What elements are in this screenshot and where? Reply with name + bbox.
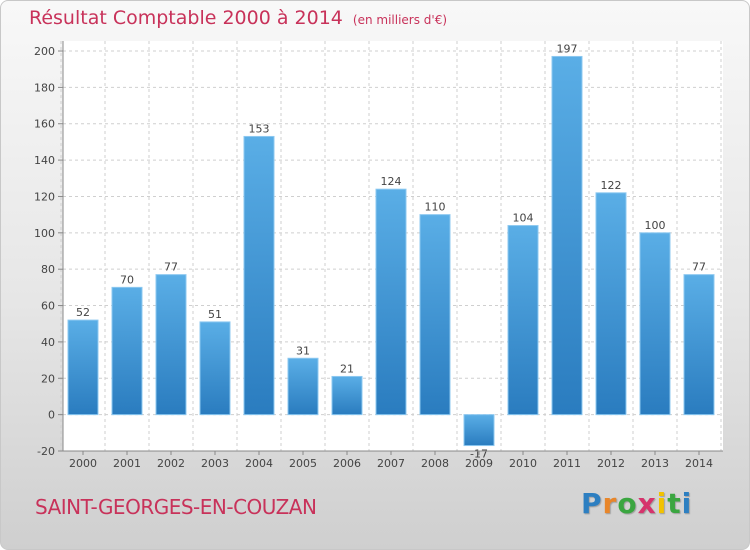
- data-label: 197: [557, 42, 578, 55]
- data-label: 153: [249, 122, 270, 135]
- x-tick-label: 2004: [245, 457, 273, 470]
- x-tick-label: 2013: [641, 457, 669, 470]
- bar-2012: [595, 192, 627, 416]
- x-tick-label: 2000: [69, 457, 97, 470]
- bar-2014: [683, 274, 715, 416]
- logo-letter: P: [581, 487, 603, 520]
- x-tick-label: 2007: [377, 457, 405, 470]
- y-tick-label: 40: [41, 336, 55, 349]
- bar-2001: [111, 286, 143, 416]
- x-tick-label: 2012: [597, 457, 625, 470]
- x-tick-label: 2011: [553, 457, 581, 470]
- bar-2002: [155, 274, 187, 416]
- y-tick-label: 120: [34, 190, 55, 203]
- x-tick-label: 2006: [333, 457, 361, 470]
- bar-2007: [375, 188, 407, 416]
- title-block: Résultat Comptable 2000 à 2014 (en millie…: [29, 7, 447, 29]
- proxiti-logo: Proxiti: [581, 487, 692, 520]
- y-tick-label: 100: [34, 227, 55, 240]
- bar-2005: [287, 357, 319, 416]
- data-label: 51: [208, 308, 222, 321]
- x-tick-label: 2008: [421, 457, 449, 470]
- y-tick-label: 140: [34, 154, 55, 167]
- data-label: 104: [513, 212, 534, 225]
- municipality-name: SAINT-GEORGES-EN-COUZAN: [35, 495, 317, 519]
- logo-letter: x: [637, 487, 657, 520]
- x-tick-label: 2014: [685, 457, 713, 470]
- bar-2000: [67, 319, 99, 416]
- data-label: 31: [296, 344, 310, 357]
- data-label: 21: [340, 362, 354, 375]
- data-label: 77: [164, 261, 178, 274]
- bar-2006: [331, 375, 363, 416]
- x-tick-label: 2009: [465, 457, 493, 470]
- logo-letter: i: [681, 487, 693, 520]
- y-tick-label: 60: [41, 300, 55, 313]
- y-tick-label: -20: [37, 445, 55, 458]
- bar-2008: [419, 214, 451, 416]
- logo-letter: o: [617, 487, 638, 520]
- y-tick-label: 20: [41, 372, 55, 385]
- bar-2011: [551, 55, 583, 416]
- x-tick-label: 2003: [201, 457, 229, 470]
- chart-title: Résultat Comptable 2000 à 2014: [29, 7, 343, 29]
- bar-2003: [199, 321, 231, 416]
- x-tick-label: 2005: [289, 457, 317, 470]
- bars-layer: [67, 55, 715, 447]
- bar-2010: [507, 225, 539, 416]
- data-label: 100: [645, 219, 666, 232]
- data-label: 52: [76, 306, 90, 319]
- x-tick-label: 2001: [113, 457, 141, 470]
- data-label: 70: [120, 273, 134, 286]
- bar-2009: [463, 414, 495, 447]
- logo-letter: i: [656, 487, 668, 520]
- bar-2013: [639, 232, 671, 416]
- bar-2004: [243, 135, 275, 416]
- data-label: 77: [692, 261, 706, 274]
- data-label: 110: [425, 201, 446, 214]
- y-tick-label: 200: [34, 45, 55, 58]
- logo-letter: r: [602, 487, 618, 520]
- data-label: 124: [381, 175, 402, 188]
- y-tick-label: 0: [48, 409, 55, 422]
- y-tick-label: 180: [34, 81, 55, 94]
- y-tick-label: 160: [34, 118, 55, 131]
- y-tick-label: 80: [41, 263, 55, 276]
- logo-letter: t: [667, 487, 682, 520]
- axis-layer: -20 0 20 40 60 80 100 120 140 160 180 200 2000 2001 20…: [34, 41, 723, 470]
- data-label: 122: [601, 179, 622, 192]
- chart-subtitle: (en milliers d'€): [352, 13, 448, 27]
- x-tick-label: 2010: [509, 457, 537, 470]
- x-tick-label: 2002: [157, 457, 185, 470]
